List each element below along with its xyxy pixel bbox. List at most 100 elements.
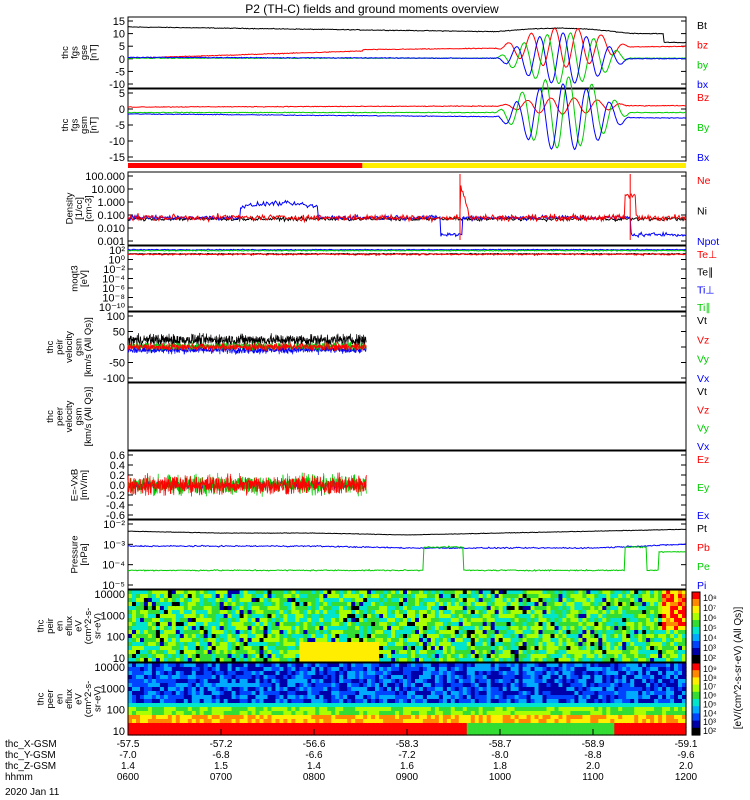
peer-eflux-cell bbox=[223, 711, 229, 716]
peer-eflux-cell bbox=[259, 691, 265, 696]
legend-Vz: Vz bbox=[697, 334, 709, 346]
peir-eflux-cell bbox=[279, 606, 285, 611]
peir-eflux-cell bbox=[267, 590, 273, 595]
peer-eflux-cell bbox=[163, 715, 169, 720]
peer-eflux-cell bbox=[462, 707, 468, 712]
peir-eflux-cell bbox=[630, 642, 635, 647]
peir-eflux-cell bbox=[383, 598, 388, 603]
peir-eflux-cell bbox=[319, 614, 324, 619]
peer-eflux-cell bbox=[582, 683, 587, 688]
peir-eflux-cell bbox=[275, 618, 281, 623]
peir-eflux-cell bbox=[207, 622, 213, 627]
peir-eflux-cell bbox=[670, 650, 675, 655]
peer-eflux-cell bbox=[574, 731, 579, 736]
peir-eflux-cell bbox=[666, 590, 671, 595]
peir-eflux-cell bbox=[327, 614, 332, 619]
peer-eflux-cell bbox=[343, 707, 348, 712]
peer-eflux-cell bbox=[415, 727, 420, 732]
peer-eflux-cell bbox=[231, 667, 237, 672]
peer-eflux-cell bbox=[243, 703, 249, 708]
peir-eflux-cell bbox=[606, 630, 611, 635]
peer-eflux-cell bbox=[415, 707, 420, 712]
peer-eflux-cell bbox=[454, 683, 460, 688]
peer-eflux-cell bbox=[235, 663, 241, 668]
peir-eflux-cell bbox=[622, 602, 627, 607]
peer-eflux-cell bbox=[279, 703, 285, 708]
peir-eflux-cell bbox=[562, 598, 567, 603]
peir-eflux-cell bbox=[183, 598, 189, 603]
peer-eflux-cell bbox=[155, 679, 161, 684]
peir-eflux-cell bbox=[367, 646, 372, 651]
peir-eflux-cell bbox=[279, 638, 285, 643]
peir-eflux-cell bbox=[359, 618, 364, 623]
peer-eflux-cell bbox=[415, 715, 420, 720]
peer-eflux-cell bbox=[375, 707, 380, 712]
peir-eflux-cell bbox=[570, 610, 575, 615]
peir-eflux-cell bbox=[646, 594, 651, 599]
peir-eflux-cell bbox=[167, 642, 173, 647]
peer-eflux-cell bbox=[231, 719, 237, 724]
peer-eflux-cell bbox=[510, 695, 516, 700]
peer-eflux-cell bbox=[466, 687, 472, 692]
peir-eflux-cell bbox=[128, 598, 133, 603]
peir-eflux-cell bbox=[622, 638, 627, 643]
peir-eflux-cell bbox=[371, 602, 376, 607]
peer-eflux-cell bbox=[407, 683, 412, 688]
peir-eflux-cell bbox=[303, 650, 308, 655]
peer-eflux-cell bbox=[438, 699, 444, 704]
peir-eflux-cell bbox=[574, 610, 579, 615]
peir-eflux-cell bbox=[403, 614, 408, 619]
peir-eflux-cell bbox=[403, 594, 408, 599]
peer-eflux-cell bbox=[128, 691, 133, 696]
peer-eflux-cell bbox=[311, 707, 316, 712]
peir-eflux-cell bbox=[275, 646, 281, 651]
peer-eflux-cell bbox=[598, 715, 603, 720]
peer-eflux-cell bbox=[179, 723, 185, 728]
peir-eflux-cell bbox=[502, 654, 508, 659]
peir-eflux-cell bbox=[255, 650, 261, 655]
peer-eflux-cell bbox=[307, 699, 312, 704]
peer-eflux-cell bbox=[136, 703, 141, 708]
peir-eflux-cell bbox=[311, 594, 316, 599]
peer-eflux-cell bbox=[315, 727, 320, 732]
peer-eflux-cell bbox=[566, 691, 571, 696]
peir-eflux-cell bbox=[155, 614, 161, 619]
peir-eflux-cell bbox=[307, 626, 312, 631]
peer-eflux-cell bbox=[454, 679, 460, 684]
peir-eflux-cell bbox=[195, 614, 201, 619]
peir-eflux-cell bbox=[634, 622, 639, 627]
peer-eflux-cell bbox=[163, 691, 169, 696]
peir-eflux-cell bbox=[283, 654, 288, 659]
peer-eflux-cell bbox=[602, 715, 607, 720]
peer-eflux-cell bbox=[498, 691, 504, 696]
peer-eflux-cell bbox=[159, 663, 165, 668]
peer-eflux-cell bbox=[554, 683, 560, 688]
peir-eflux-cell bbox=[347, 626, 352, 631]
peir-eflux-cell bbox=[630, 650, 635, 655]
peir-eflux-cell bbox=[299, 610, 304, 615]
peer-eflux-cell bbox=[387, 699, 392, 704]
peer-eflux-cell bbox=[550, 679, 556, 684]
peer-eflux-cell bbox=[235, 703, 241, 708]
peir-eflux-cell bbox=[534, 590, 540, 595]
peir-eflux-cell bbox=[287, 622, 292, 627]
peer-eflux-cell bbox=[582, 703, 587, 708]
peir-eflux-cell bbox=[383, 590, 388, 595]
peir-eflux-cell bbox=[570, 606, 575, 611]
peir-eflux-cell bbox=[335, 638, 340, 643]
peer-eflux-cell bbox=[442, 667, 448, 672]
peer-eflux-cell bbox=[383, 719, 388, 724]
peer-eflux-cell bbox=[403, 723, 408, 728]
peer-eflux-cell bbox=[558, 699, 564, 704]
peir-eflux-cell bbox=[132, 610, 137, 615]
peer-eflux-cell bbox=[534, 667, 540, 672]
peir-eflux-cell bbox=[251, 638, 257, 643]
peir-eflux-cell bbox=[426, 638, 432, 643]
peer-eflux-cell bbox=[136, 695, 141, 700]
peer-eflux-cell bbox=[538, 731, 544, 736]
peer-eflux-cell bbox=[379, 731, 384, 736]
peir-eflux-cell bbox=[554, 630, 560, 635]
peir-eflux-cell bbox=[143, 622, 149, 627]
peer-eflux-cell bbox=[331, 699, 336, 704]
peer-eflux-cell bbox=[247, 715, 253, 720]
